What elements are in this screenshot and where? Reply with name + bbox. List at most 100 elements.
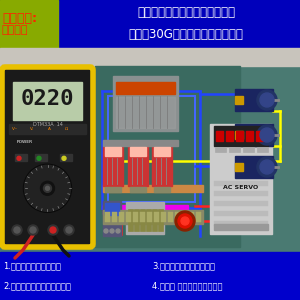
Bar bbox=[9, 124, 86, 134]
Circle shape bbox=[116, 229, 120, 233]
Bar bbox=[103, 201, 121, 236]
Bar bbox=[214, 211, 268, 216]
Bar bbox=[103, 210, 203, 224]
Circle shape bbox=[257, 125, 277, 145]
Text: Ω: Ω bbox=[64, 127, 68, 131]
Bar bbox=[214, 201, 268, 206]
Bar bbox=[103, 146, 123, 186]
Bar bbox=[235, 156, 273, 178]
Bar bbox=[236, 131, 243, 141]
Bar bbox=[105, 147, 121, 156]
Bar bbox=[257, 147, 268, 152]
Bar bbox=[0, 0, 300, 48]
Bar bbox=[226, 131, 233, 141]
Bar bbox=[256, 131, 263, 141]
Bar bbox=[112, 212, 117, 222]
Bar bbox=[154, 187, 170, 192]
Text: 免费赠送: 免费赠送 bbox=[2, 25, 28, 35]
FancyBboxPatch shape bbox=[2, 67, 93, 247]
Bar bbox=[182, 212, 187, 222]
Bar bbox=[235, 89, 273, 111]
Circle shape bbox=[50, 227, 56, 233]
Text: （精哆30G）视频教程与学习资料: （精哆30G）视频教程与学习资料 bbox=[129, 28, 243, 41]
Bar bbox=[246, 131, 253, 141]
Bar bbox=[235, 96, 243, 104]
Bar bbox=[146, 209, 151, 231]
Text: DTМЗЗА  14: DTМЗЗА 14 bbox=[33, 122, 62, 127]
Bar bbox=[103, 140, 178, 146]
Circle shape bbox=[257, 157, 277, 177]
Bar bbox=[103, 205, 188, 214]
Circle shape bbox=[260, 160, 274, 174]
Bar bbox=[189, 212, 194, 222]
Bar bbox=[0, 252, 300, 300]
Bar bbox=[113, 76, 178, 131]
Circle shape bbox=[260, 93, 274, 107]
Circle shape bbox=[17, 156, 21, 160]
Bar bbox=[105, 187, 121, 192]
Circle shape bbox=[28, 225, 38, 235]
Bar bbox=[235, 124, 273, 146]
Circle shape bbox=[30, 227, 36, 233]
Circle shape bbox=[25, 165, 70, 211]
Bar bbox=[0, 66, 300, 252]
Text: POWER: POWER bbox=[17, 140, 33, 144]
Bar bbox=[214, 221, 268, 226]
Circle shape bbox=[40, 181, 55, 195]
Circle shape bbox=[260, 128, 274, 142]
Circle shape bbox=[104, 229, 108, 233]
Bar bbox=[60, 154, 72, 161]
Circle shape bbox=[110, 229, 114, 233]
Circle shape bbox=[64, 225, 74, 235]
Bar bbox=[243, 147, 254, 152]
Bar bbox=[105, 212, 110, 222]
Text: 1.可以自由设计各类电路: 1.可以自由设计各类电路 bbox=[3, 261, 61, 270]
Circle shape bbox=[14, 227, 20, 233]
Bar bbox=[103, 205, 188, 214]
Bar bbox=[235, 163, 243, 171]
Bar bbox=[214, 181, 268, 186]
Text: 专业电工入门级到高级技术全套: 专业电工入门级到高级技术全套 bbox=[137, 5, 235, 19]
Bar bbox=[147, 212, 152, 222]
Bar bbox=[152, 146, 172, 186]
Bar bbox=[116, 97, 175, 128]
Text: A: A bbox=[48, 127, 50, 131]
Bar bbox=[126, 202, 164, 234]
Circle shape bbox=[37, 156, 41, 160]
Bar bbox=[210, 124, 272, 234]
Bar bbox=[130, 147, 146, 156]
Circle shape bbox=[46, 186, 50, 190]
Circle shape bbox=[62, 156, 66, 160]
Circle shape bbox=[12, 225, 22, 235]
Text: 2.自带多个电力电路案例学习: 2.自带多个电力电路案例学习 bbox=[3, 281, 71, 290]
Circle shape bbox=[23, 164, 71, 212]
Bar bbox=[134, 209, 139, 231]
Bar bbox=[216, 131, 223, 141]
Circle shape bbox=[44, 184, 52, 192]
Text: 0220: 0220 bbox=[21, 89, 74, 109]
Bar bbox=[140, 212, 145, 222]
Bar bbox=[0, 0, 58, 48]
Circle shape bbox=[181, 217, 189, 225]
Text: V-: V- bbox=[30, 127, 34, 131]
Bar bbox=[35, 154, 47, 161]
Text: V~: V~ bbox=[12, 127, 18, 131]
Circle shape bbox=[48, 225, 58, 235]
Bar bbox=[133, 212, 138, 222]
Circle shape bbox=[66, 227, 72, 233]
Text: 免费赠送:: 免费赠送: bbox=[2, 11, 37, 25]
Bar bbox=[214, 191, 268, 196]
Bar bbox=[154, 212, 159, 222]
Bar bbox=[214, 224, 268, 230]
Circle shape bbox=[257, 90, 277, 110]
Bar bbox=[154, 147, 170, 156]
Bar bbox=[215, 147, 226, 152]
Bar bbox=[161, 212, 166, 222]
Bar bbox=[152, 209, 157, 231]
Bar bbox=[235, 131, 243, 139]
Bar bbox=[214, 126, 268, 146]
Bar bbox=[126, 212, 131, 222]
Bar bbox=[15, 154, 27, 161]
Bar bbox=[158, 209, 163, 231]
Text: 3.有多种电器件可自由选择: 3.有多种电器件可自由选择 bbox=[152, 261, 215, 270]
